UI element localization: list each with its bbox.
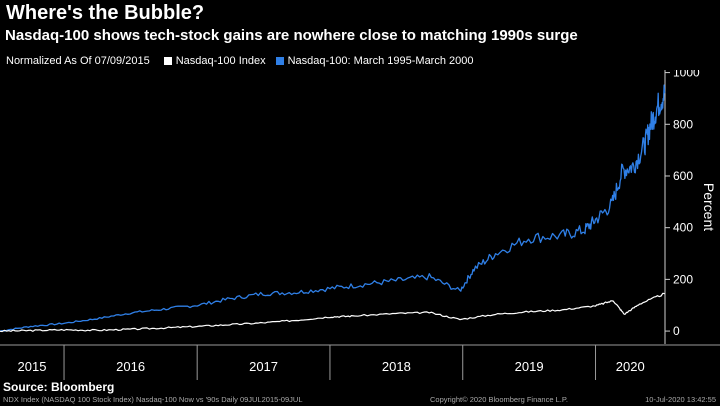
normalization-note: Normalized As Of 07/09/2015 [6,55,150,67]
legend: Normalized As Of 07/09/2015 Nasdaq-100 I… [6,54,484,68]
series-line-nasdaq-90s [0,84,666,332]
x-tick-label: 2016 [116,359,145,374]
y-tick-label: 600 [673,169,693,183]
footer-description: NDX Index (NASDAQ 100 Stock Index) Nasda… [3,395,303,404]
y-tick-label: 200 [673,272,693,286]
line-chart: 0 200 400 600 800 1000 Percent 2015 2016 2017 2018… [0,70,720,380]
chart-subtitle: Nasdaq-100 shows tech-stock gains are no… [5,27,578,44]
x-tick-label: 2018 [382,359,411,374]
x-tick-label: 2015 [18,359,47,374]
legend-item-nasdaq-90s: Nasdaq-100: March 1995-March 2000 [275,55,474,67]
legend-label: Nasdaq-100: March 1995-March 2000 [287,55,474,67]
footer-bar: NDX Index (NASDAQ 100 Stock Index) Nasda… [0,394,720,406]
legend-item-nasdaq-100: Nasdaq-100 Index [163,55,266,67]
chart-title: Where's the Bubble? [6,2,205,24]
y-tick-label: 400 [673,221,693,235]
x-tick-label: 2020 [616,359,645,374]
footer-copyright: Copyright© 2020 Bloomberg Finance L.P. [430,395,568,404]
legend-swatch-blue [275,57,284,65]
y-tick-label: 1000 [673,70,700,80]
x-tick-label: 2019 [515,359,544,374]
legend-label: Nasdaq-100 Index [175,55,266,67]
y-axis-label: Percent [701,183,717,231]
x-tick-label: 2017 [249,359,278,374]
y-tick-label: 0 [673,324,680,338]
series-line-nasdaq-100 [0,292,665,333]
legend-swatch-white [163,57,172,65]
source-note: Source: Bloomberg [3,380,115,394]
y-tick-label: 800 [673,117,693,131]
footer-timestamp: 10-Jul-2020 13:42:55 [645,395,716,404]
